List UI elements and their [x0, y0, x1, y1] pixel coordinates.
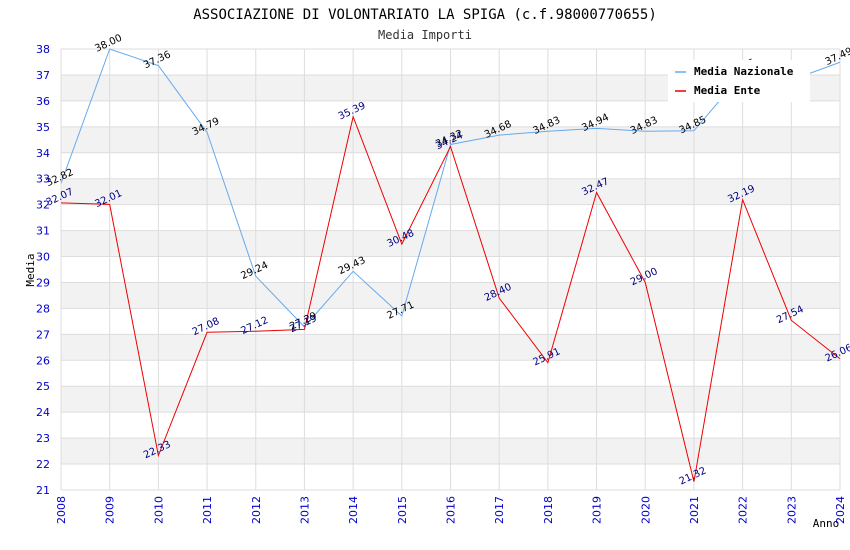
- y-axis-label: Media: [24, 253, 37, 286]
- legend-label-media-nazionale: Media Nazionale: [694, 65, 794, 78]
- chart-subtitle: Media Importi: [378, 28, 472, 42]
- y-tick-label: 23: [36, 432, 50, 445]
- y-tick-label: 37: [36, 69, 50, 82]
- y-tick-label: 31: [36, 225, 50, 238]
- legend-background: [668, 60, 810, 102]
- legend-label-media-ente: Media Ente: [694, 84, 761, 97]
- y-axis-ticks: 21 22 23 24 25 26 27 28 29 30 31 32 33 34 35 36 37 38: [36, 43, 50, 497]
- x-tick-label: 2008: [55, 496, 68, 524]
- y-tick-label: 38: [36, 43, 50, 56]
- x-axis-ticks: 2008 2009 2010 2011 2012 2013 2014 2015 2016 2017…: [55, 496, 847, 524]
- x-tick-label: 2013: [298, 496, 311, 524]
- y-tick-label: 28: [36, 302, 50, 315]
- y-tick-label: 26: [36, 354, 50, 367]
- gridlines: [60, 48, 841, 491]
- x-tick-label: 2020: [639, 496, 652, 524]
- x-tick-label: 2015: [396, 496, 409, 524]
- x-tick-label: 2017: [493, 496, 506, 524]
- x-tick-label: 2023: [785, 496, 798, 524]
- x-tick-label: 2016: [445, 496, 458, 524]
- x-tick-label: 2010: [152, 496, 165, 524]
- legend: Media Nazionale Media Ente: [668, 60, 810, 102]
- x-axis-label: Anno: [813, 517, 840, 530]
- y-tick-label: 21: [36, 484, 50, 497]
- x-tick-label: 2009: [104, 496, 117, 524]
- y-tick-label: 36: [36, 95, 50, 108]
- y-tick-label: 24: [36, 406, 50, 419]
- y-tick-label: 27: [36, 328, 50, 341]
- series-lines: [60, 48, 841, 482]
- chart-title: ASSOCIAZIONE DI VOLONTARIATO LA SPIGA (c…: [193, 7, 657, 23]
- x-tick-label: 2014: [347, 496, 360, 524]
- x-tick-label: 2011: [201, 496, 214, 524]
- x-tick-label: 2012: [250, 496, 263, 524]
- y-tick-label: 32: [36, 199, 50, 212]
- x-tick-label: 2021: [688, 496, 701, 524]
- y-tick-label: 33: [36, 173, 50, 186]
- y-tick-label: 22: [36, 458, 50, 471]
- x-tick-label: 2022: [737, 496, 750, 524]
- x-tick-label: 2018: [542, 496, 555, 524]
- series-line-media-ente: [60, 114, 841, 482]
- y-tick-label: 34: [36, 147, 50, 160]
- series-line-media-nazionale: [60, 48, 841, 328]
- y-tick-label: 30: [36, 251, 50, 264]
- x-tick-label: 2024: [834, 496, 847, 524]
- y-tick-label: 25: [36, 380, 50, 393]
- y-tick-label: 29: [36, 276, 50, 289]
- x-tick-label: 2019: [591, 496, 604, 524]
- y-tick-label: 35: [36, 121, 50, 134]
